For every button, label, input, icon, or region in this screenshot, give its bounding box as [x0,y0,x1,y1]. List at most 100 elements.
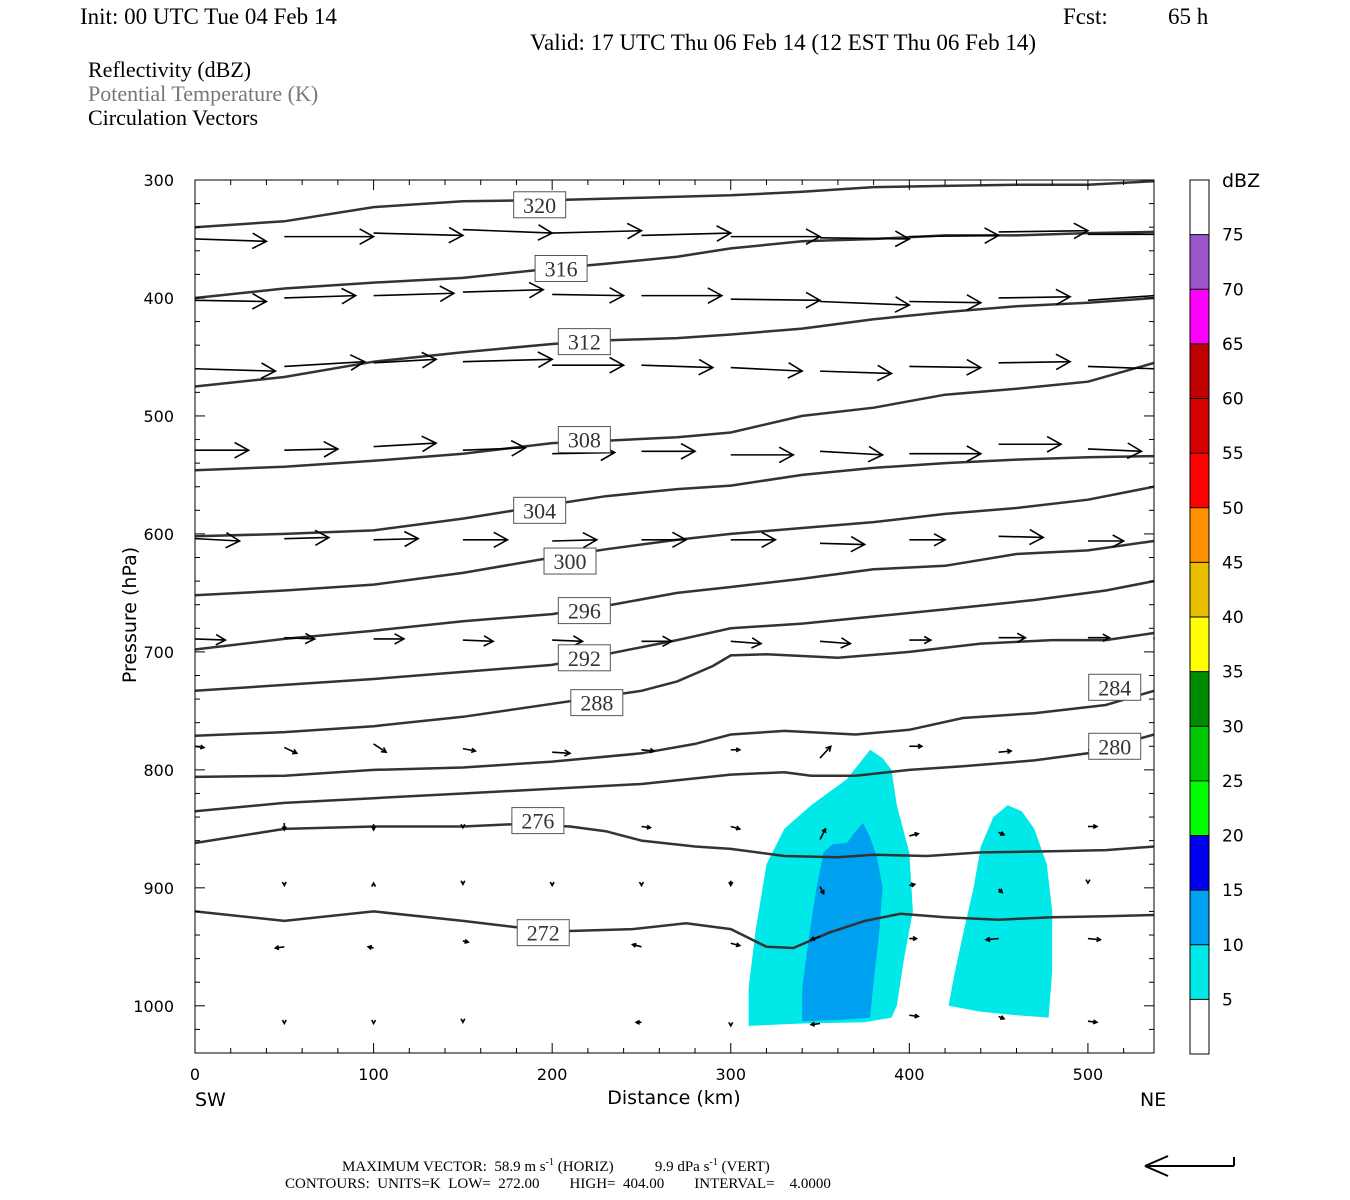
contour-label-276: 276 [521,809,554,834]
circulation-vector-8 [909,227,1001,244]
vector-head [999,1015,1006,1020]
colorbar-segment-40 [1190,562,1209,617]
circulation-vector-13 [373,285,456,303]
circulation-vector-42 [998,435,1063,453]
contours-info: CONTOURS: UNITS=K LOW= 272.00 HIGH= 404.… [285,1176,831,1192]
circulation-vector-112 [634,1019,642,1025]
vector-shaft [641,232,731,237]
contour-label-280: 280 [1098,734,1131,759]
vector-shaft [552,293,624,297]
vector-head [464,938,470,944]
circulation-vector-64 [909,635,933,645]
horizontal-unit-exponent: -1 [545,1157,554,1168]
circulation-vector-layer [194,222,1155,1028]
circulation-vector-57 [284,632,317,645]
vector-head [564,749,572,757]
circulation-vector-49 [641,531,688,549]
vector-head [912,935,919,942]
max-horizontal-value: 58.9 m s [494,1159,546,1175]
circulation-vector-52 [909,533,947,547]
contour-label-304: 304 [523,498,556,523]
vector-shaft [820,300,910,306]
x-right-endpoint-label: NE [1140,1089,1166,1111]
vertical-tag: (VERT) [721,1159,770,1175]
circulation-vector-23 [284,354,367,371]
vector-head [1073,222,1090,240]
y-tick-label-900: 900 [143,879,174,898]
vector-head [707,287,724,305]
vector-shaft [1087,448,1142,453]
contour-label-box-288 [570,689,624,717]
reflectivity-region-5-dbz-1 [948,805,1053,1018]
vector-head [672,531,688,549]
theta-contour-layer [194,179,1155,950]
vector-shaft [820,450,883,456]
vector-head [735,942,742,948]
circulation-vector-21 [1087,294,1155,302]
contour-label-layer: 272 276 280 284 288 292 296 300 304 308 312 316 320 [511,191,1142,947]
vector-head [933,533,947,547]
circulation-vector-81 [460,823,466,830]
reflectivity-region-10-dbz-2 [802,823,883,1022]
circulation-vector-28 [730,362,804,379]
vector-head [894,296,911,313]
circulation-vector-40 [820,445,885,463]
vector-head [421,435,438,453]
vector-head [728,881,734,888]
contour-label-box-272 [516,919,570,947]
circulation-vector-15 [552,287,626,304]
vector-head [260,362,278,380]
colorbar-segment-15 [1190,835,1209,891]
vector-head [984,227,1001,244]
vector-head [787,362,804,379]
circulation-vector-16 [641,287,724,305]
colorbar-label-50: 50 [1222,499,1244,519]
vector-head [630,942,637,948]
vector-shaft [462,358,553,363]
contour-label-300: 300 [554,549,587,574]
circulation-vector-91 [549,881,555,888]
vector-shaft [194,238,267,243]
vector-shaft [730,640,762,645]
circulation-vector-85 [909,831,920,837]
vector-head [917,743,924,750]
vector-shaft [641,749,655,752]
vector-shaft [986,937,999,941]
max-vector-label: MAXIMUM VECTOR: [342,1159,487,1175]
vector-head [251,292,269,310]
circulation-vector-116 [998,1015,1006,1020]
colorbar-segment-35 [1190,617,1209,672]
theta-contour-316 [194,230,1155,300]
vector-head [199,744,206,750]
vector-shaft [1087,937,1101,941]
contour-label-292: 292 [568,646,601,671]
vector-shaft [998,750,1012,753]
contour-label-316: 316 [545,256,578,281]
colorbar-label-25: 25 [1222,772,1244,792]
theta-contour-272 [194,910,1155,950]
contour-label-box-320 [513,191,567,219]
circulation-vector-51 [820,535,867,553]
vector-head [649,747,656,754]
vector-head [448,226,465,244]
vector-shaft [373,358,437,364]
vector-shaft [284,294,356,299]
vector-shaft [373,292,454,297]
colorbar-segment-75 [1190,180,1209,235]
vector-shaft [909,365,981,369]
circulation-vector-95 [909,882,917,888]
vector-head [805,291,822,309]
vector-head [370,826,377,832]
circulation-vector-9 [998,222,1090,240]
vector-head [809,936,816,941]
circulation-vector-71 [462,747,478,754]
max-vector-line: MAXIMUM VECTOR: 58.9 m s-1 (HORIZ) 9.9 d… [342,1157,770,1176]
circulation-vector-43 [1087,442,1144,460]
vector-shaft [373,442,437,448]
colorbar-segment-25 [1190,726,1209,781]
vector-shaft [998,360,1071,364]
vector-head [493,531,510,549]
circulation-vector-110 [460,1018,466,1024]
vector-head [923,635,933,645]
vector-head [251,232,269,250]
